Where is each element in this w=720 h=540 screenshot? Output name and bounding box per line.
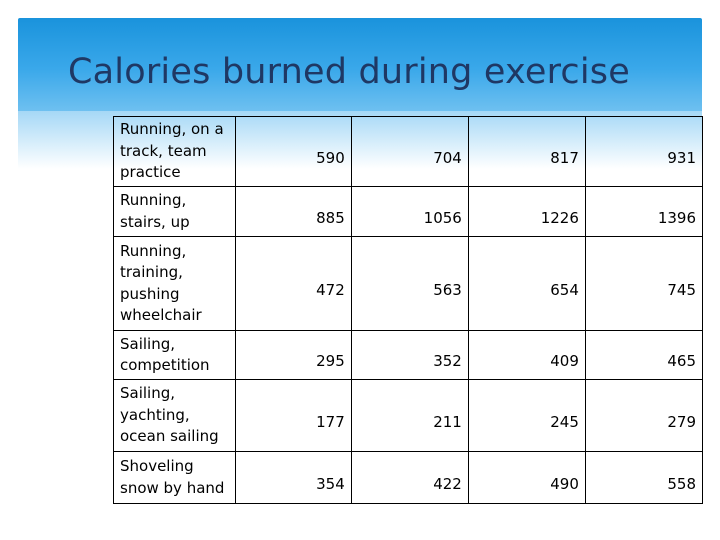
value-cell: 704 — [350, 116, 469, 187]
value-cell: 745 — [584, 236, 704, 331]
slide-title: Calories burned during exercise — [68, 52, 630, 92]
value-cell: 295 — [234, 330, 352, 380]
value-cell: 465 — [584, 330, 704, 380]
activity-cell: Running, on a track, team practice — [113, 116, 236, 187]
table-row: Sailing, competition 295 352 409 465 — [113, 330, 704, 380]
value-cell: 558 — [584, 451, 704, 504]
value-cell: 422 — [350, 451, 469, 504]
value-cell: 354 — [234, 451, 352, 504]
value-cell: 931 — [584, 116, 704, 187]
calories-table: Running, on a track, team practice 590 7… — [113, 116, 704, 504]
table-row: Sailing, yachting, ocean sailing 177 211… — [113, 379, 704, 452]
value-cell: 490 — [467, 451, 586, 504]
value-cell: 177 — [234, 379, 352, 452]
activity-cell: Sailing, competition — [113, 330, 236, 380]
value-cell: 279 — [584, 379, 704, 452]
header-band — [18, 18, 702, 111]
value-cell: 245 — [467, 379, 586, 452]
activity-cell: Running, stairs, up — [113, 186, 236, 237]
value-cell: 1396 — [584, 186, 704, 237]
activity-cell: Running, training, pushing wheelchair — [113, 236, 236, 331]
table-row: Running, on a track, team practice 590 7… — [113, 116, 704, 187]
table-row: Running, stairs, up 885 1056 1226 1396 — [113, 186, 704, 237]
value-cell: 1226 — [467, 186, 586, 237]
activity-cell: Shoveling snow by hand — [113, 451, 236, 504]
activity-cell: Sailing, yachting, ocean sailing — [113, 379, 236, 452]
value-cell: 472 — [234, 236, 352, 331]
table-row: Running, training, pushing wheelchair 47… — [113, 236, 704, 331]
value-cell: 654 — [467, 236, 586, 331]
value-cell: 817 — [467, 116, 586, 187]
value-cell: 590 — [234, 116, 352, 187]
value-cell: 211 — [350, 379, 469, 452]
table-row: Shoveling snow by hand 354 422 490 558 — [113, 451, 704, 504]
value-cell: 409 — [467, 330, 586, 380]
value-cell: 1056 — [350, 186, 469, 237]
value-cell: 563 — [350, 236, 469, 331]
value-cell: 352 — [350, 330, 469, 380]
value-cell: 885 — [234, 186, 352, 237]
